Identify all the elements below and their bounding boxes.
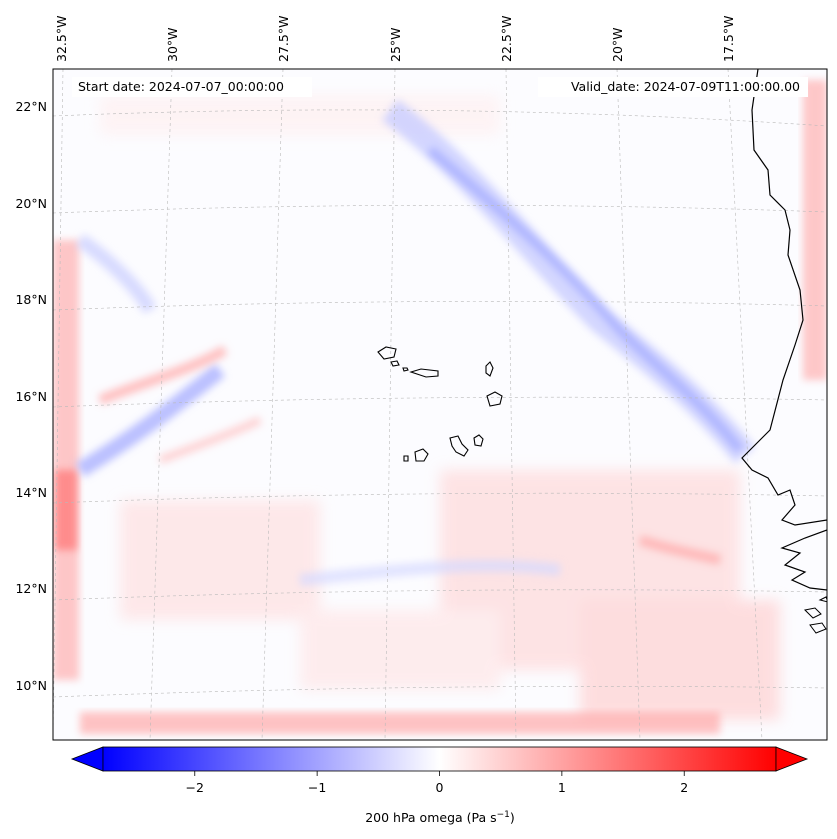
lon-label-17-5w: 17.5°W (721, 16, 736, 62)
cape-verde-islands (377, 346, 503, 462)
valid-date-box (538, 77, 808, 97)
lon-label-20w: 20°W (610, 27, 625, 62)
lat-label-16n: 16°N (15, 389, 47, 404)
omega-field (53, 69, 827, 740)
island-brava (403, 455, 409, 462)
map-frame (52, 68, 828, 741)
colorbar-ticks: −2 −1 0 1 2 (186, 771, 688, 795)
island-santiago (449, 435, 469, 457)
lat-label-12n: 12°N (15, 581, 47, 596)
west-africa-coastline (741, 69, 827, 591)
colorbar-tick-label: 0 (436, 780, 444, 795)
lon-label-30w: 30°W (165, 27, 180, 62)
start-date-label: Start date: 2024-07-07_00:00:00 (78, 79, 284, 94)
colorbar-extend-max (775, 746, 809, 772)
west-boundary-max (55, 470, 77, 550)
lat-label-14n: 14°N (15, 485, 47, 500)
start-date-box (72, 77, 312, 97)
lon-label-22-5w: 22.5°W (499, 16, 514, 62)
lat-label-22n: 22°N (15, 99, 47, 114)
omega-ascent-positive-areas (100, 95, 780, 720)
island-maio (473, 434, 484, 447)
graticule (53, 69, 827, 740)
lat-label-20n: 20°N (15, 196, 47, 211)
island-sao-nicolau (409, 368, 439, 378)
colorbar-tick-label: 1 (558, 780, 566, 795)
island-sao-vicente (390, 360, 400, 367)
colorbar-extend-min (70, 746, 104, 772)
omega-positive-streaks (98, 345, 722, 565)
map-panel: Start date: 2024-07-07_00:00:00 Valid_da… (52, 68, 828, 741)
omega-negative-band (75, 99, 756, 586)
island-boa-vista (486, 391, 503, 407)
lon-label-27-5w: 27.5°W (276, 16, 291, 62)
island-santa-luzia (402, 367, 409, 372)
lat-label-10n: 10°N (15, 678, 47, 693)
lon-label-25w: 25°W (388, 27, 403, 62)
bijagos-islands (803, 596, 827, 634)
colorbar-tick-label: −2 (186, 780, 204, 795)
lat-label-18n: 18°N (15, 292, 47, 307)
south-boundary-artifact (80, 712, 720, 734)
island-fogo (414, 448, 429, 462)
colorbar-label: 200 hPa omega (Pa s−1) (365, 810, 515, 825)
island-sal (485, 361, 494, 377)
colorbar-tick-label: −1 (308, 780, 326, 795)
colorbar-gradient (102, 746, 777, 772)
lon-label-32-5w: 32.5°W (54, 16, 69, 62)
valid-date-label: Valid_date: 2024-07-09T11:00:00.00 (571, 79, 800, 94)
latitude-labels: 22°N 20°N 18°N 16°N 14°N 12°N 10°N (15, 99, 47, 693)
colorbar-tick-label: 2 (680, 780, 688, 795)
colorbar: −2 −1 0 1 2 200 hPa omega (Pa s−1) (70, 746, 809, 825)
longitude-labels: 32.5°W 30°W 27.5°W 25°W 22.5°W 20°W 17.5… (54, 16, 736, 62)
island-santo-antao (377, 346, 397, 360)
east-boundary-artifact (803, 80, 827, 380)
